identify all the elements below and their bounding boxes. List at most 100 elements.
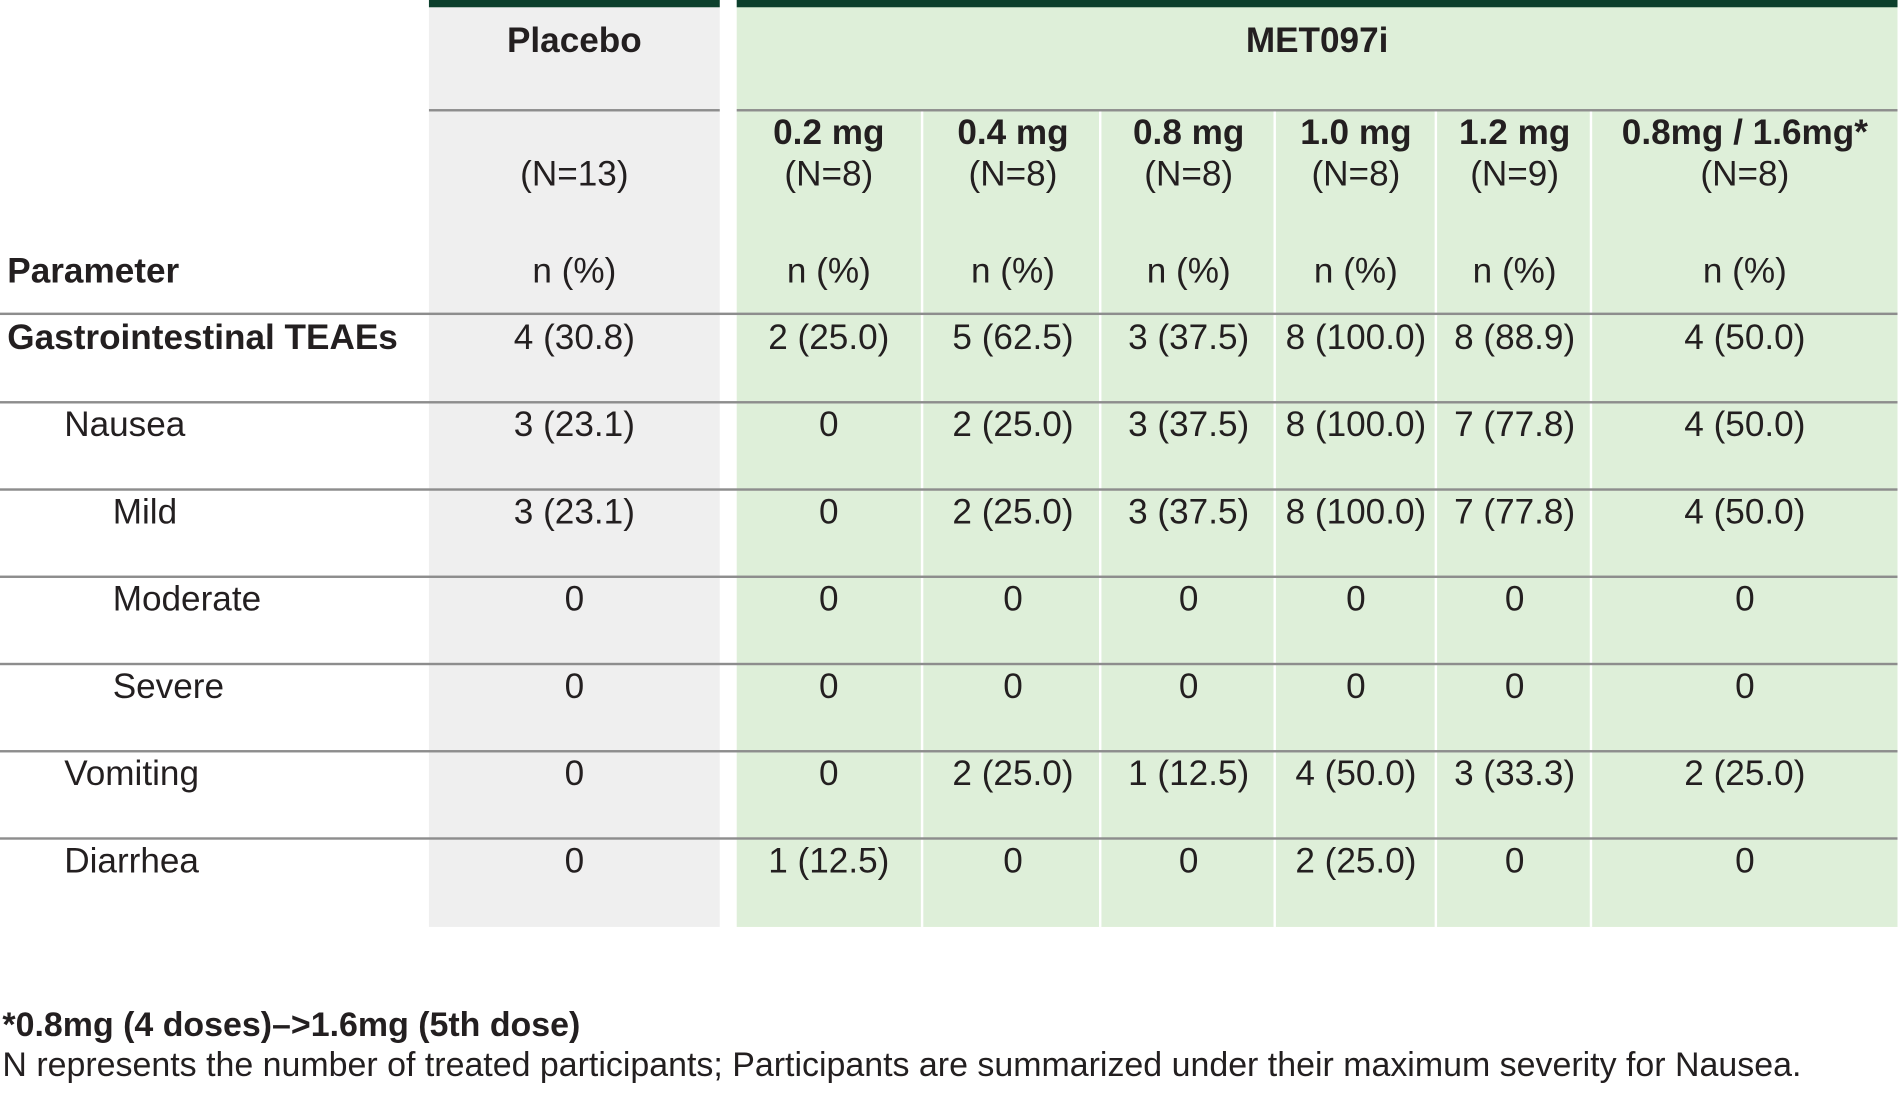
row-label-severe: Severe [112,667,225,707]
group-n-header-0: (N=13) [520,155,629,194]
table-cell: 4 (50.0) [1684,493,1806,532]
row-label-gastrointestinal-teaes: Gastrointestinal TEAEs [7,318,398,358]
table-cell: 1 (12.5) [768,842,890,881]
row-divider [0,575,1898,578]
table-cell: 2 (25.0) [1684,754,1806,794]
met097i-column-separator [1099,111,1102,927]
table-cell: 4 (50.0) [1684,405,1806,445]
group-n-header-4: (N=8) [1311,155,1401,194]
table-cell: 0 [819,493,839,532]
row-divider [0,488,1898,491]
dose-header-5: 1.2 mg [1458,113,1571,153]
group-n-header-5: (N=9) [1470,155,1560,194]
table-cell: 7 (77.8) [1454,493,1576,532]
table-cell: 0 [1178,667,1199,707]
table-cell: 0 [1735,842,1755,881]
group-n-header-3: (N=8) [1144,155,1234,194]
stat-header-3: n (%) [1146,252,1231,291]
header-bottom-rule [0,312,1898,316]
met097i-header-bar [736,0,1898,8]
stat-header-4: n (%) [1313,252,1398,291]
table-cell: 0 [564,842,585,881]
stat-header-2: n (%) [970,252,1055,291]
table-cell: 0 [1178,842,1199,881]
placebo-header-rule [428,109,720,112]
met097i-column-separator [920,111,924,927]
dose-header-6: 0.8mg / 1.6mg* [1621,113,1868,153]
parameter-header: Parameter [7,252,180,291]
table-cell: 0 [1504,667,1525,707]
table-cell: 2 (25.0) [952,754,1074,794]
table-cell: 5 (62.5) [952,318,1074,358]
met097i-column-separator [1589,111,1593,927]
table-cell: 0 [1003,580,1023,620]
met097i-header-rule [736,109,1898,112]
row-label-vomiting: Vomiting [64,754,200,794]
table-cell: 8 (88.9) [1454,318,1576,358]
table-cell: 8 (100.0) [1285,493,1427,532]
dose-header-4: 1.0 mg [1300,113,1412,153]
dose-header-2: 0.4 mg [957,113,1069,153]
row-divider [0,401,1898,404]
table-cell: 0 [819,754,839,794]
table-cell: 0 [1003,667,1023,707]
table-cell: 3 (23.1) [513,405,635,445]
row-label-diarrhea: Diarrhea [64,842,199,881]
table-cell: 0 [1346,580,1366,620]
table-cell: 0 [564,667,585,707]
table-cell: 0 [1504,580,1525,620]
table-cell: 2 (25.0) [1295,842,1417,881]
table-cell: 0 [819,667,839,707]
table-cell: 7 (77.8) [1454,405,1576,445]
placebo-column-band [428,0,720,927]
table-cell: 0 [564,754,585,794]
table-cell: 8 (100.0) [1285,405,1427,445]
table-cell: 1 (12.5) [1128,754,1250,794]
row-label-mild: Mild [112,493,178,532]
dose-header-3: 0.8 mg [1133,113,1245,153]
table-cell: 0 [1346,667,1366,707]
placebo-header-bar [428,0,720,8]
group-n-header-6: (N=8) [1700,155,1790,194]
dose-header-1: 0.2 mg [773,113,885,153]
table-cell: 0 [1735,580,1755,620]
table-cell: 0 [819,405,839,445]
table-cell: 2 (25.0) [768,318,890,358]
table-cell: 3 (37.5) [1128,405,1250,445]
row-label-moderate: Moderate [112,580,262,620]
stat-header-5: n (%) [1472,252,1557,291]
row-divider [0,662,1898,666]
table-cell: 3 (33.3) [1454,754,1576,794]
table-cell: 0 [564,580,585,620]
table-cell: 3 (37.5) [1128,318,1250,358]
table-cell: 4 (50.0) [1295,754,1417,794]
placebo-group-heading: Placebo [506,21,642,61]
table-cell: 2 (25.0) [952,493,1074,532]
met097i-column-separator [1273,111,1276,927]
row-divider [0,837,1898,840]
table-cell: 4 (50.0) [1684,318,1806,358]
table-cell: 0 [819,580,839,620]
row-divider [0,750,1898,753]
stat-header-0: n (%) [532,252,617,291]
table-cell: 0 [1178,580,1199,620]
row-label-nausea: Nausea [64,405,186,445]
met097i-group-heading: MET097i [1245,21,1389,61]
table-cell: 3 (23.1) [513,493,635,532]
met097i-column-separator [1434,111,1438,927]
group-n-header-1: (N=8) [784,155,874,194]
group-n-header-2: (N=8) [968,155,1058,194]
table-cell: 0 [1003,842,1023,881]
table-cell: 0 [1504,842,1525,881]
population-footnote: N represents the number of treated parti… [2,1045,1802,1084]
table-cell: 4 (30.8) [513,318,635,358]
table-cell: 8 (100.0) [1285,318,1427,358]
table-cell: 2 (25.0) [952,405,1074,445]
stat-header-6: n (%) [1702,252,1787,291]
dose-footnote: *0.8mg (4 doses)–>1.6mg (5th dose) [2,1005,581,1044]
met097i-column-band [736,0,1898,927]
table-cell: 3 (37.5) [1128,493,1250,532]
table-cell: 0 [1735,667,1755,707]
stat-header-1: n (%) [786,252,871,291]
